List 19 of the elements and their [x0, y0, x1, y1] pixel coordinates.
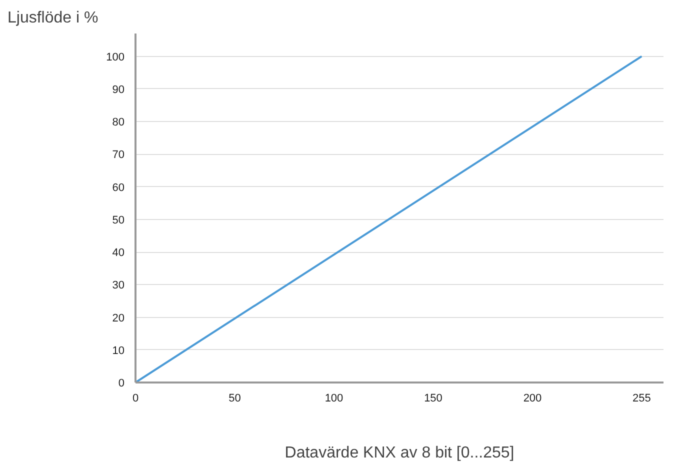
- x-tick-label: 255: [632, 392, 651, 404]
- x-tick-label: 0: [132, 392, 139, 404]
- x-axis-title: Datavärde KNX av 8 bit [0...255]: [284, 444, 514, 462]
- y-tick-label: 60: [112, 182, 125, 194]
- x-tick-label: 50: [228, 392, 241, 404]
- y-tick-label: 80: [112, 116, 125, 129]
- y-tick-label: 20: [112, 312, 125, 324]
- y-tick-label: 40: [112, 247, 125, 260]
- y-axis-title: Ljusflöde i %: [8, 10, 98, 26]
- y-tick-label: 0: [118, 378, 125, 390]
- x-tick-label: 150: [424, 392, 442, 404]
- y-tick-label: 50: [112, 214, 125, 226]
- y-tick-label: 70: [112, 149, 125, 162]
- y-tick-label: 100: [106, 51, 125, 64]
- x-tick-label: 100: [324, 392, 344, 404]
- x-tick-label: 200: [523, 392, 542, 404]
- y-tick-label: 10: [112, 344, 125, 357]
- y-tick-label: 30: [112, 280, 125, 292]
- y-tick-label: 90: [112, 84, 125, 96]
